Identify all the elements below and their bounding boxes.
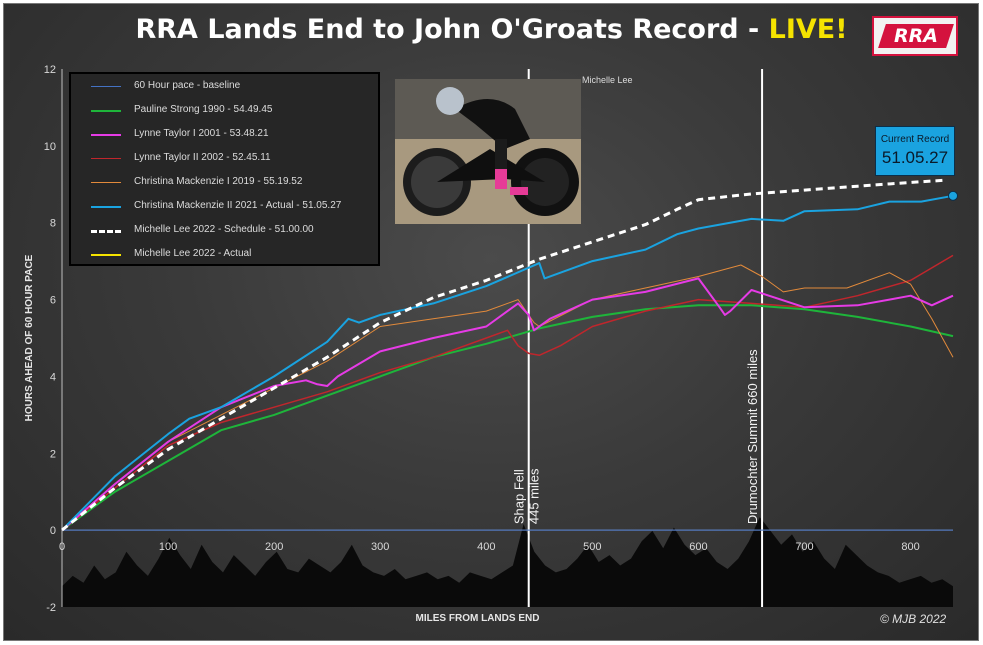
legend: 60 Hour pace - baseline Pauline Strong 19… <box>69 72 380 266</box>
legend-swatch <box>91 206 121 208</box>
title-main: RRA Lands End to John O'Groats Record - <box>135 14 769 45</box>
series-line <box>61 194 954 531</box>
legend-label: Michelle Lee 2022 - Actual <box>134 248 252 259</box>
rider-photo <box>395 79 581 224</box>
marker-label: Shap Fell <box>512 469 527 524</box>
legend-swatch <box>91 86 121 87</box>
legend-label: Michelle Lee 2022 - Schedule - 51.00.00 <box>134 224 314 235</box>
legend-swatch <box>91 254 121 256</box>
x-tick-label: 300 <box>371 541 389 553</box>
current-record-value: 51.05.27 <box>881 148 949 167</box>
copyright: © MJB 2022 <box>880 612 947 626</box>
current-record-label: Current Record <box>880 134 950 145</box>
cyclist-image <box>395 79 581 224</box>
series-lines <box>61 178 958 532</box>
legend-label: Christina Mackenzie I 2019 - 55.19.52 <box>134 176 303 187</box>
x-tick-label: 500 <box>583 541 601 553</box>
y-tick-label: 10 <box>44 141 56 153</box>
x-tick-label: 600 <box>689 541 707 553</box>
photo-caption: Michelle Lee <box>582 75 633 85</box>
legend-label: Lynne Taylor II 2002 - 52.45.11 <box>134 152 271 163</box>
legend-swatch <box>91 110 121 112</box>
axes: -2 0 2 4 6 8 10 12 0 100 200 300 400 500 600 700 800 MILE… <box>24 64 953 624</box>
x-tick-label: 700 <box>795 541 813 553</box>
elevation-area <box>62 517 953 607</box>
current-record-box: Current Record 51.05.27 <box>875 126 955 176</box>
y-tick-label: 0 <box>50 525 56 537</box>
legend-swatch <box>91 230 121 233</box>
legend-label: Christina Mackenzie II 2021 - Actual - 5… <box>134 200 342 211</box>
legend-label: 60 Hour pace - baseline <box>134 80 241 91</box>
y-tick-label: 4 <box>50 371 56 383</box>
y-tick-label: -2 <box>46 602 56 614</box>
logo-text: RRA <box>894 25 938 47</box>
current-record-point <box>948 190 958 201</box>
series-line <box>61 277 954 531</box>
marker-label: 445 miles <box>527 468 542 524</box>
legend-label: Pauline Strong 1990 - 54.49.45 <box>134 104 273 115</box>
rra-logo: RRA <box>872 16 958 56</box>
y-axis-title: HOURS AHEAD OF 60 HOUR PACE <box>24 254 35 421</box>
y-tick-label: 12 <box>44 64 56 76</box>
x-axis-title: MILES FROM LANDS END <box>416 613 540 624</box>
legend-swatch <box>91 134 121 136</box>
y-tick-label: 8 <box>50 218 56 230</box>
x-tick-label: 100 <box>159 541 177 553</box>
marker-label: Drumochter Summit 660 miles <box>745 349 760 524</box>
title-live: LIVE! <box>768 14 848 45</box>
elevation-profile <box>62 517 953 607</box>
x-tick-label: 200 <box>265 541 283 553</box>
series-line <box>61 178 943 532</box>
legend-swatch <box>91 158 121 159</box>
x-tick-label: 400 <box>477 541 495 553</box>
y-tick-label: 2 <box>50 448 56 460</box>
series-line <box>61 254 954 531</box>
legend-swatch <box>91 182 121 183</box>
series-line <box>61 304 954 531</box>
x-tick-label: 0 <box>59 541 65 553</box>
x-tick-label: 800 <box>901 541 919 553</box>
y-tick-label: 6 <box>50 295 56 307</box>
legend-label: Lynne Taylor I 2001 - 53.48.21 <box>134 128 269 139</box>
chart-title: RRA Lands End to John O'Groats Record - … <box>0 14 983 45</box>
